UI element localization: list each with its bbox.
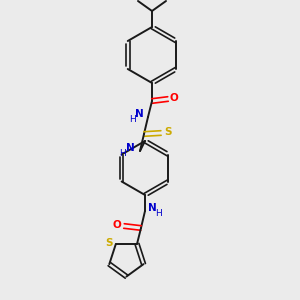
Text: N: N (135, 109, 143, 119)
Text: N: N (148, 203, 156, 213)
Text: O: O (169, 93, 178, 103)
Text: H: H (120, 148, 126, 158)
Text: S: S (105, 238, 112, 248)
Text: H: H (129, 115, 135, 124)
Text: N: N (126, 143, 134, 153)
Text: H: H (156, 208, 162, 217)
Text: S: S (164, 127, 172, 137)
Text: O: O (112, 220, 122, 230)
